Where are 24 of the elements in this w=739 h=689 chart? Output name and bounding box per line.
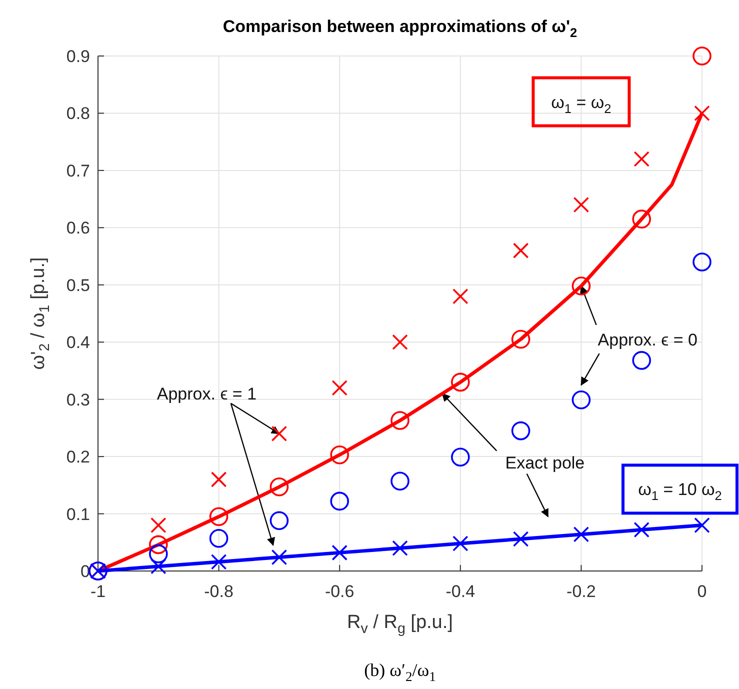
- y-tick-label: 0.9: [66, 47, 90, 66]
- annotation: Exact pole: [505, 453, 585, 472]
- y-tick-label: 0: [80, 562, 90, 581]
- y-tick-label: 0.5: [66, 276, 90, 295]
- x-tick-label: -0.8: [204, 582, 234, 601]
- y-tick-label: 0.8: [66, 104, 90, 124]
- annotation: ω$_{1}$ = 10 ω$_{2}$: [638, 480, 722, 504]
- annotation: ω$_{1}$ = ω$_{2}$: [551, 92, 612, 116]
- chart-title: Comparison between approximations of ω'$_{2}$: [222, 17, 578, 40]
- x-tick-label: -1: [90, 582, 106, 601]
- x-axis-title: R$_{v}$ / R$_{g}$ [p.u.]: [347, 612, 453, 637]
- x-tick-label: -0.2: [566, 582, 596, 601]
- annotation: Approx. ϵ = 1: [156, 384, 257, 404]
- x-tick-label: 0: [697, 582, 707, 601]
- y-tick-label: 0.4: [66, 333, 90, 352]
- y-tick-label: 0.7: [66, 161, 90, 180]
- x-tick-label: -0.6: [324, 582, 354, 601]
- y-tick-label: 0.3: [66, 390, 90, 410]
- y-tick-label: 0.2: [66, 448, 90, 467]
- annotation: Approx. ϵ = 0: [598, 330, 698, 350]
- y-tick-label: 0.6: [66, 218, 90, 238]
- text: (b) ω′$_{2}$/ω$_{1}$: [364, 660, 436, 684]
- x-tick-label: -0.4: [446, 582, 476, 601]
- y-tick-label: 0.1: [66, 504, 90, 524]
